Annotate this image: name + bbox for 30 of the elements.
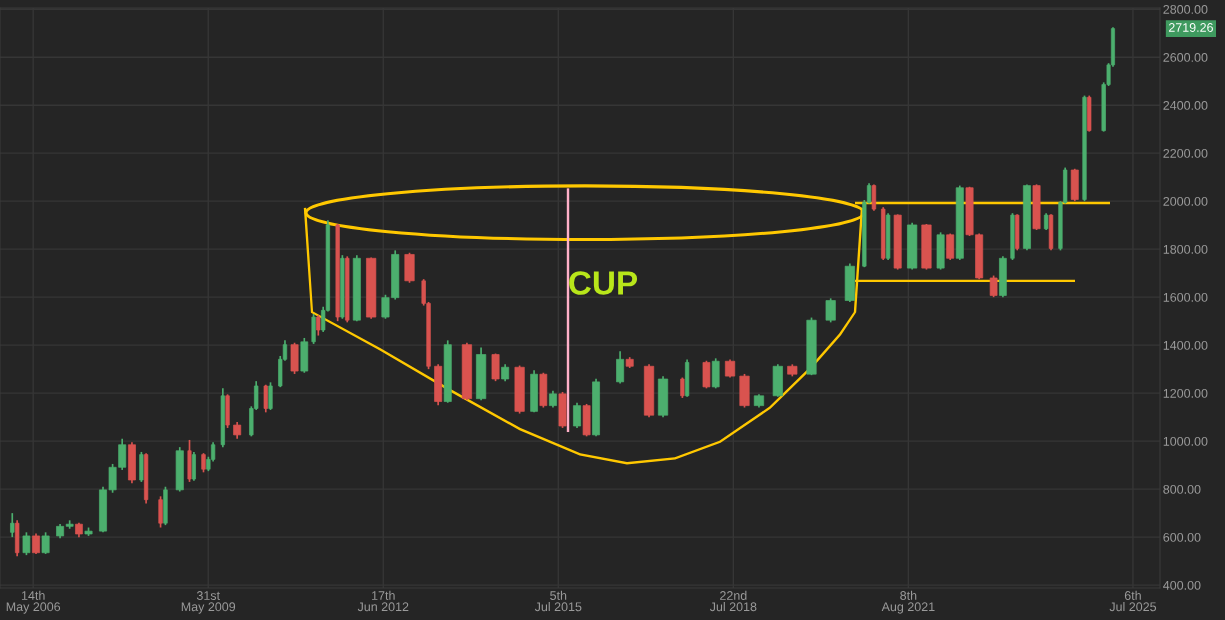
candlestick: [989, 274, 998, 298]
y-tick-label: 1600.00: [1163, 292, 1208, 302]
x-tick-label: 14th May 2006: [6, 590, 61, 614]
x-tick-label: 31st May 2009: [181, 591, 236, 614]
x-tick-label: 22nd Jul 2018: [709, 590, 757, 612]
annotation: CUP: [569, 271, 638, 295]
candlestick: [32, 532, 40, 555]
candlestick: [946, 232, 955, 261]
y-tick-label: 1000.00: [1163, 436, 1208, 446]
y-tick-label: 1800.00: [1163, 244, 1208, 254]
x-tick-label: 6th Jul 2025: [1109, 590, 1157, 612]
candlestick: [41, 531, 50, 555]
candlestick: [573, 401, 581, 429]
y-tick-label: 600.00: [1163, 532, 1201, 542]
y-tick-label: 2400.00: [1163, 100, 1208, 110]
x-tick-label: 5th Jul 2015: [534, 590, 582, 612]
y-tick-label: 2800.00: [1163, 5, 1208, 14]
y-tick-label: 800.00: [1163, 484, 1201, 494]
x-tick-label: 17th Jun 2012: [357, 590, 409, 612]
text: 2719.26: [1168, 23, 1213, 32]
x-tick-label: 8th Aug 2021: [881, 590, 935, 614]
candlestick: [871, 183, 877, 212]
y-tick-label: 1200.00: [1163, 388, 1208, 398]
y-tick-label: 2200.00: [1163, 148, 1208, 158]
y-tick-label: 1400.00: [1163, 340, 1208, 350]
y-tick-label: 2600.00: [1163, 52, 1208, 62]
y-tick-label: 2000.00: [1163, 196, 1208, 206]
candlestick: [616, 350, 625, 385]
candlestick: [22, 531, 31, 556]
y-tick-label: 400.00: [1163, 580, 1201, 590]
